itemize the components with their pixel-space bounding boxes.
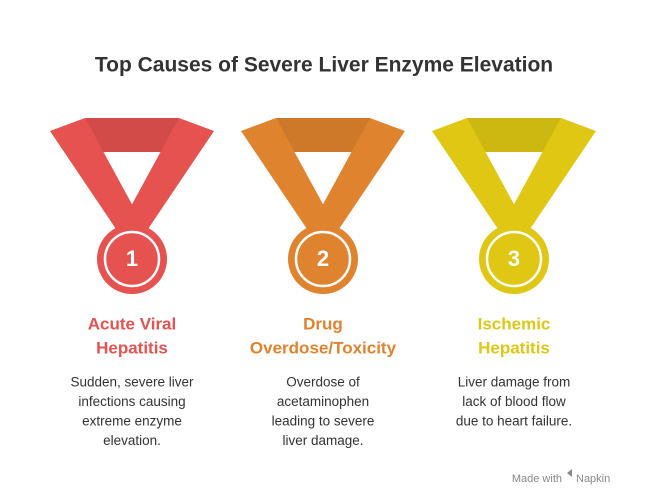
item-description: leading to severe <box>272 414 375 429</box>
item-description: infections causing <box>78 394 185 409</box>
item-description: Liver damage from <box>458 375 571 390</box>
medal: 2 Drug Overdose/Toxicity Overdose of acetami… <box>241 118 405 448</box>
item-title: Drug <box>303 314 343 333</box>
medal-inner <box>485 230 543 288</box>
item-title: Acute Viral <box>88 314 177 333</box>
ribbon-band <box>467 118 561 152</box>
item-description: elevation. <box>103 433 161 448</box>
ribbon-left <box>432 118 528 232</box>
item-title: Hepatitis <box>96 338 168 357</box>
item-description: lack of blood flow <box>462 394 566 409</box>
medal: 3 Ischemic Hepatitis Liver damage from lack … <box>432 118 596 429</box>
item-description: liver damage. <box>282 433 363 448</box>
medal-number: 1 <box>126 246 138 271</box>
title: Top Causes of Severe Liver Enzyme Elevat… <box>95 54 553 77</box>
medal-inner <box>294 230 352 288</box>
item-description: Sudden, severe liver <box>70 375 194 390</box>
ribbon-left <box>241 118 337 232</box>
item-title: Overdose/Toxicity <box>250 338 397 357</box>
item-title: Ischemic <box>478 314 551 333</box>
ribbon-right <box>500 118 596 232</box>
item-description: due to heart failure. <box>456 414 572 429</box>
footer-text: Made with <box>512 473 562 485</box>
ribbon-right <box>118 118 214 232</box>
item-title: Hepatitis <box>478 338 550 357</box>
item-description: extreme enzyme <box>82 414 182 429</box>
ribbon-band <box>85 118 179 152</box>
ribbon-left <box>50 118 146 232</box>
footer-icon <box>567 469 572 477</box>
item-description: Overdose of <box>286 375 360 390</box>
footer-brand: Napkin <box>576 473 610 485</box>
item-description: acetaminophen <box>277 394 369 409</box>
ribbon-band <box>276 118 370 152</box>
medal-inner <box>103 230 161 288</box>
ribbon-right <box>309 118 405 232</box>
medal-number: 2 <box>317 246 329 271</box>
medal-number: 3 <box>508 246 520 271</box>
medal: 1 Acute Viral Hepatitis Sudden, severe live… <box>50 118 214 448</box>
